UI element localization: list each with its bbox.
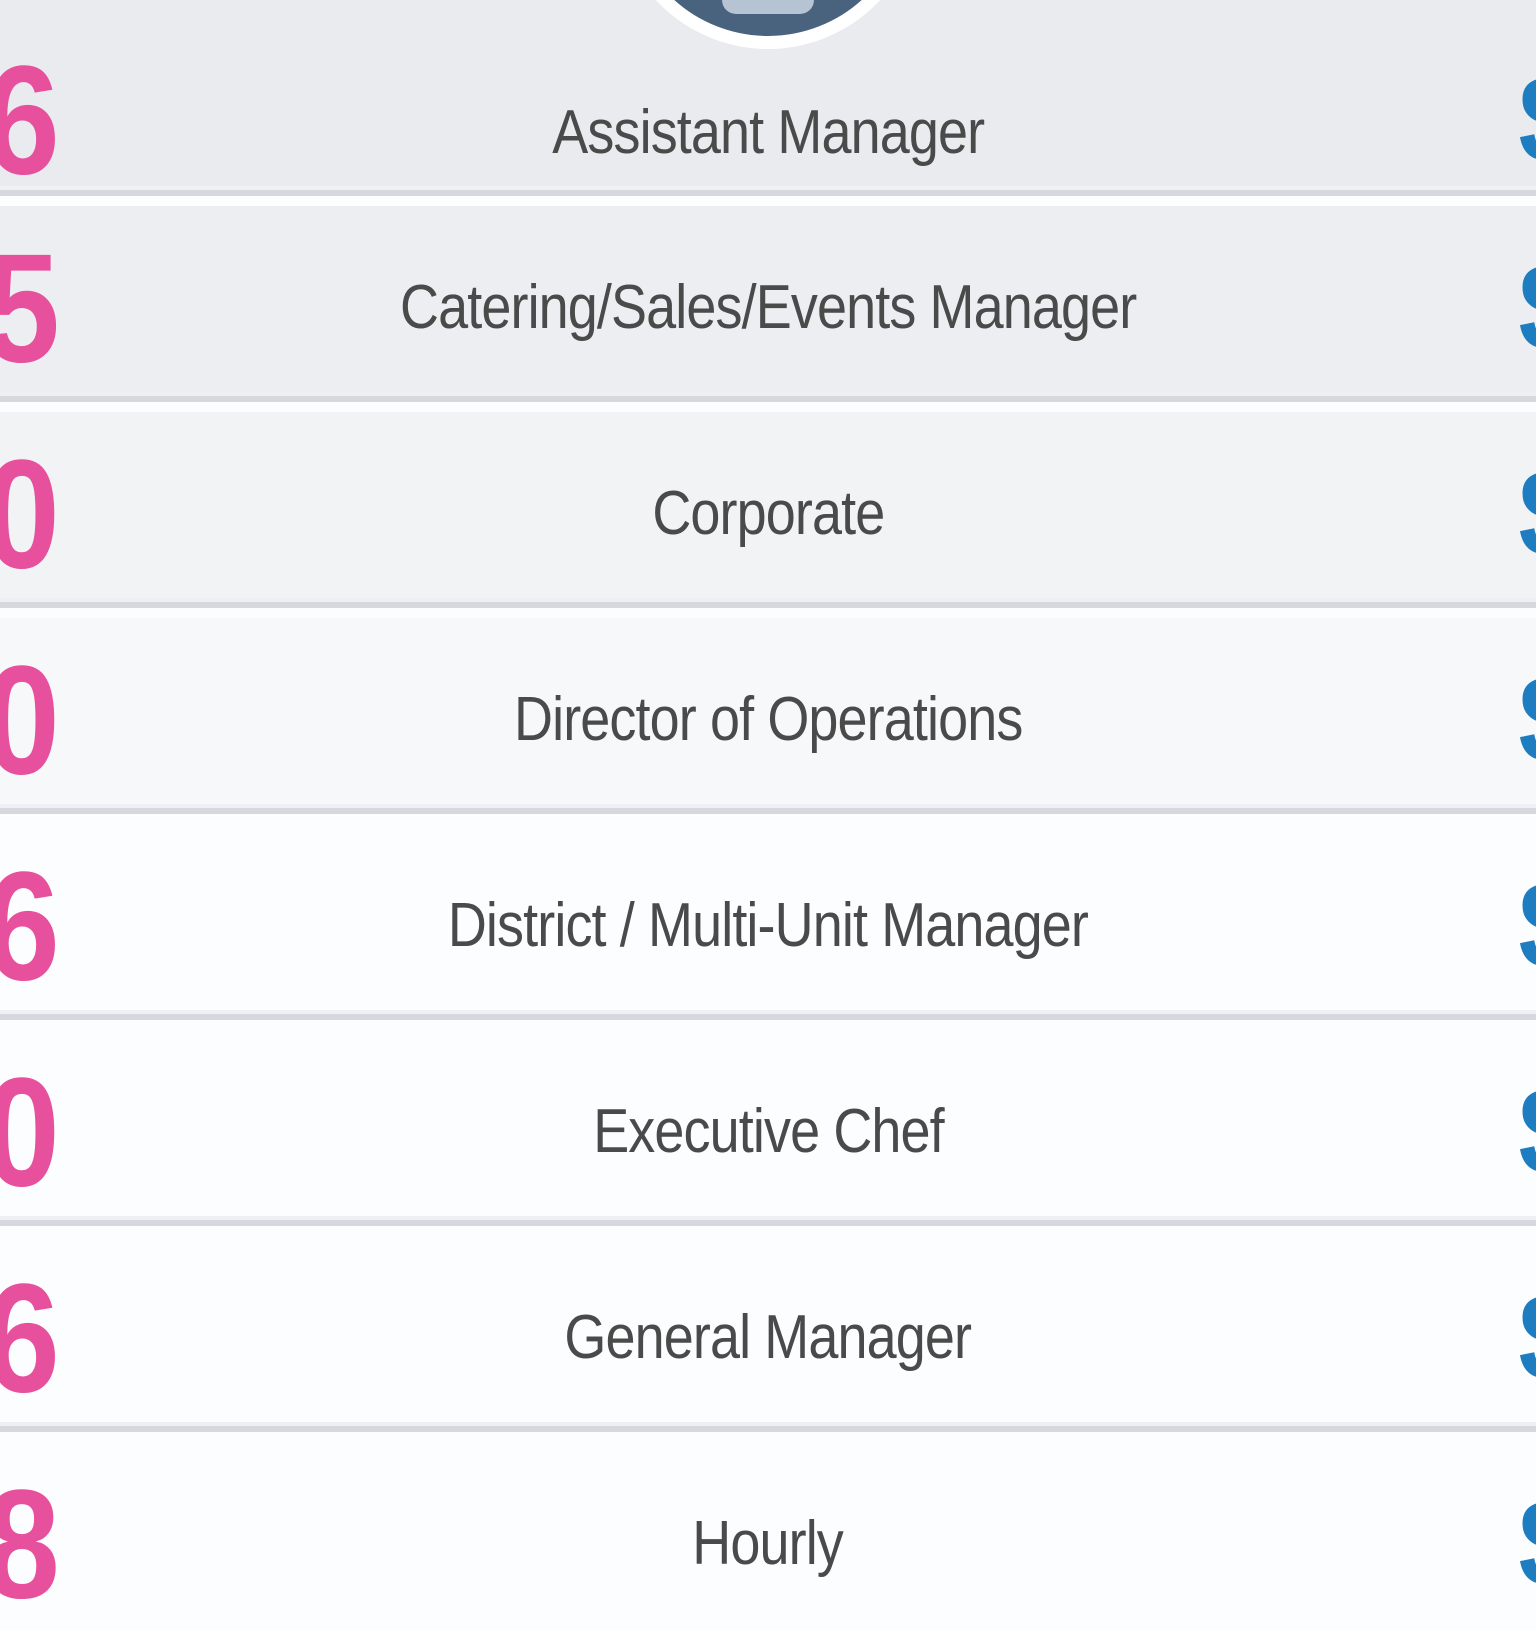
dollar-icon: $	[1519, 1482, 1536, 1606]
row-divider	[0, 598, 1536, 618]
row-left-value: 8	[0, 1467, 60, 1622]
table-row: 0 Corporate $	[0, 412, 1536, 598]
row-title: District / Multi-Unit Manager	[447, 890, 1089, 960]
row-left-value: 0	[0, 437, 60, 592]
table-row: 6 General Manager $	[0, 1236, 1536, 1422]
circle-badge-icon	[722, 0, 814, 14]
row-left-value: 6	[0, 849, 60, 1004]
row-divider	[0, 1010, 1536, 1030]
dollar-icon: $	[1519, 1070, 1536, 1194]
row-left-value: 5	[0, 231, 60, 386]
table-row: 5 Catering/Sales/Events Manager $	[0, 206, 1536, 392]
table-row: 6 District / Multi-Unit Manager $	[0, 824, 1536, 1010]
row-left-value: 6	[0, 43, 60, 198]
section-badge	[615, 0, 921, 49]
row-divider	[0, 1422, 1536, 1442]
row-title: Catering/Sales/Events Manager	[399, 272, 1137, 342]
dollar-icon: $	[1519, 452, 1536, 576]
dollar-icon: $	[1519, 658, 1536, 782]
row-title: Executive Chef	[592, 1096, 944, 1166]
row-title: Director of Operations	[513, 684, 1023, 754]
dollar-icon: $	[1519, 58, 1536, 182]
row-title: Assistant Manager	[552, 97, 985, 167]
table-row: 8 Hourly $	[0, 1442, 1536, 1628]
row-left-value: 0	[0, 643, 60, 798]
row-title: Corporate	[651, 478, 885, 548]
row-title: Hourly	[692, 1508, 845, 1578]
row-left-value: 6	[0, 1261, 60, 1416]
table-row: 6 Assistant Manager $	[0, 0, 1536, 198]
row-divider	[0, 186, 1536, 206]
row-divider	[0, 392, 1536, 412]
row-left-value: 0	[0, 1055, 60, 1210]
table-row: 0 Director of Operations $	[0, 618, 1536, 804]
row-divider	[0, 1216, 1536, 1236]
table-row: 0 Executive Chef $	[0, 1030, 1536, 1216]
dollar-icon: $	[1519, 246, 1536, 370]
row-divider	[0, 804, 1536, 824]
dollar-icon: $	[1519, 864, 1536, 988]
row-title: General Manager	[564, 1302, 973, 1372]
dollar-icon: $	[1519, 1276, 1536, 1400]
